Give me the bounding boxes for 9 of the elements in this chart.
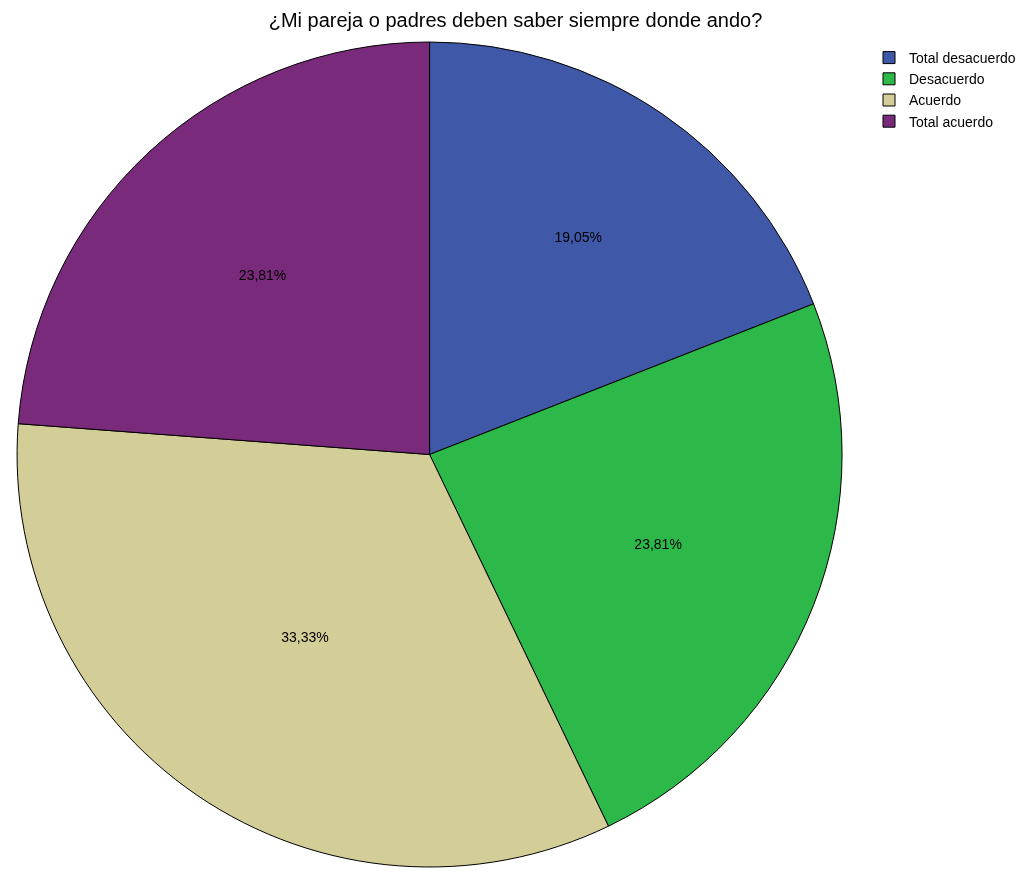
chart-title: ¿Mi pareja o padres deben saber siempre donde ando? bbox=[268, 9, 763, 32]
data-label: 23,81% bbox=[238, 266, 287, 283]
legend-label: Acuerdo bbox=[909, 92, 962, 109]
data-label: 23,81% bbox=[634, 536, 682, 553]
data-label: 33,33% bbox=[281, 629, 329, 646]
legend-label: Total desacuerdo bbox=[909, 50, 1016, 67]
legend-label: Desacuerdo bbox=[909, 71, 985, 88]
legend-label: Total acuerdo bbox=[909, 113, 994, 130]
data-label: 19,05% bbox=[554, 228, 602, 245]
